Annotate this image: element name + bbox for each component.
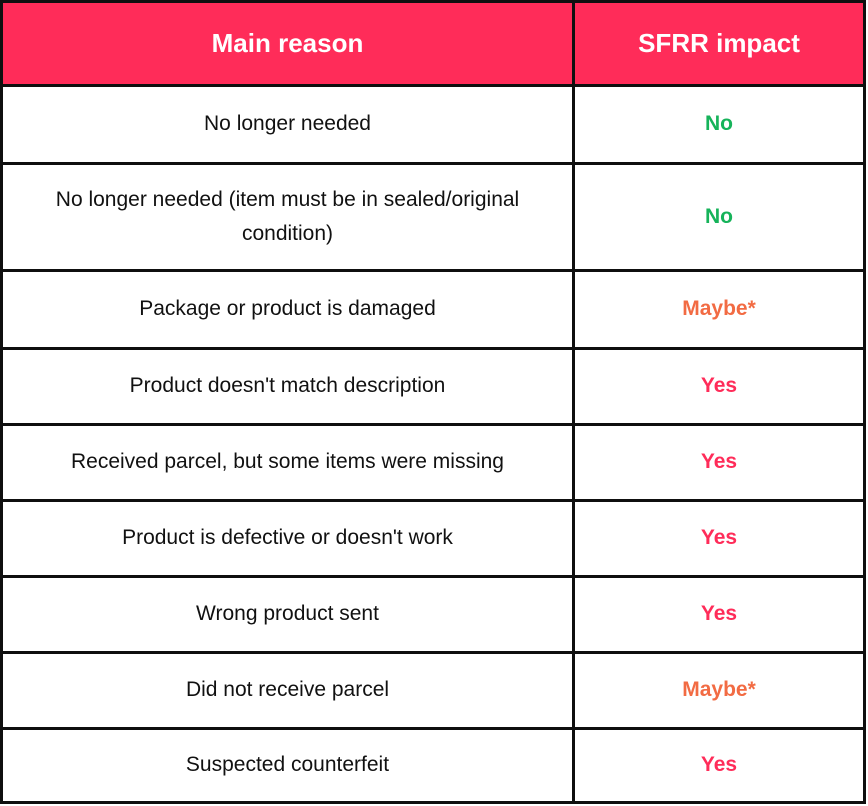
impact-cell: Maybe*: [575, 272, 863, 350]
impact-cell: Yes: [700, 753, 738, 777]
reason-cell: Product doesn't match description: [3, 350, 575, 426]
reason-cell: Wrong product sent: [3, 578, 575, 654]
impact-cell: Yes: [575, 350, 863, 426]
impact-cell: Maybe*: [575, 654, 863, 730]
header-sfrr-impact: SFRR impact: [575, 3, 863, 87]
reason-cell: No longer needed: [3, 87, 575, 165]
reason-cell: No longer needed (item must be in sealed…: [3, 165, 575, 272]
impact-cell: Yes: [575, 578, 863, 654]
header-main-reason: Main reason: [3, 3, 575, 87]
impact-cell: No: [575, 165, 863, 272]
reason-cell: Product is defective or doesn't work: [3, 502, 575, 578]
reason-cell: Package or product is damaged: [3, 272, 575, 350]
impact-cell: Yes: [575, 426, 863, 502]
reason-cell: Suspected counterfeit: [3, 730, 575, 801]
impact-cell: No: [575, 87, 863, 165]
reason-cell: Received parcel, but some items were mis…: [3, 426, 575, 502]
impact-cell: Yes: [575, 502, 863, 578]
reason-cell: Did not receive parcel: [3, 654, 575, 730]
